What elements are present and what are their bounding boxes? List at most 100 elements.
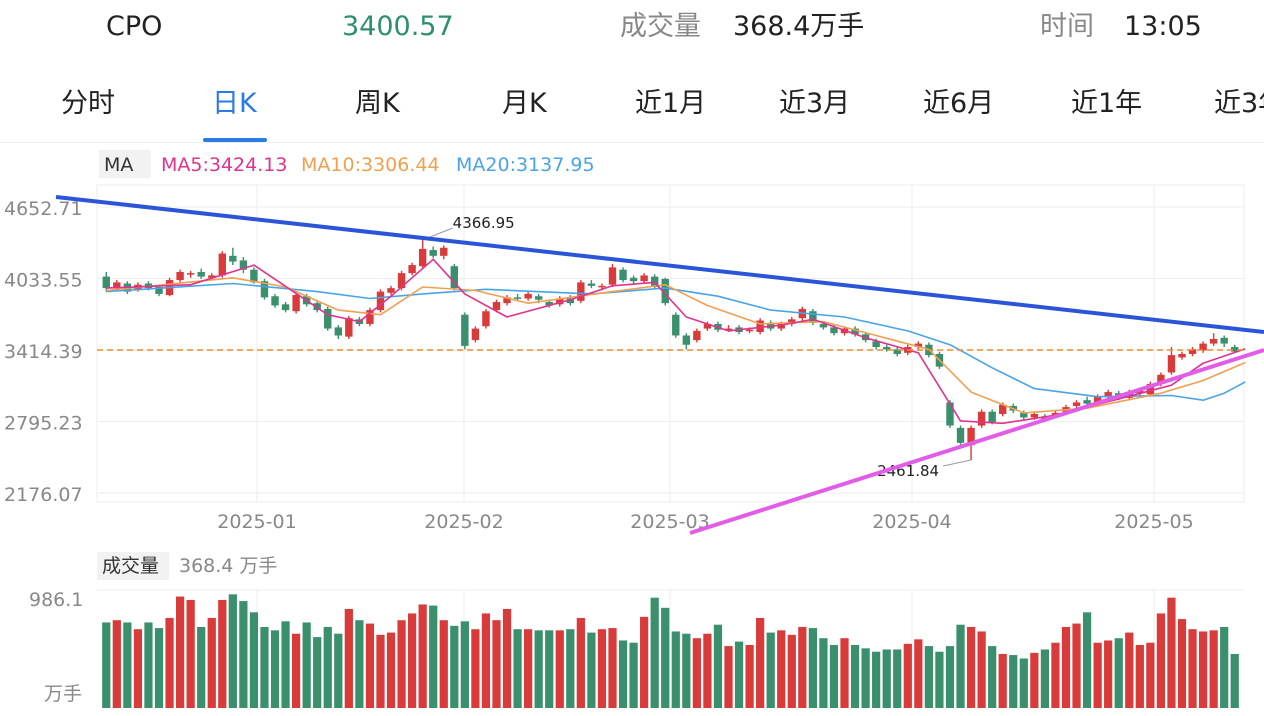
volume-bar: [829, 644, 839, 708]
volume-bar: [988, 646, 997, 708]
tab-3-month[interactable]: 近3月: [779, 88, 851, 119]
volume-bar: [566, 629, 575, 708]
candle-body: [977, 411, 986, 426]
volume-bar: [471, 629, 480, 708]
candle-body: [661, 278, 669, 304]
volume-bar: [629, 642, 638, 708]
volume-bar: [587, 632, 596, 708]
volume-bar: [249, 612, 259, 708]
volume-bar: [798, 626, 807, 708]
volume-bar: [197, 626, 206, 708]
candle-body: [461, 314, 469, 346]
candle-body: [556, 298, 564, 305]
tab-intraday[interactable]: 分时: [61, 88, 115, 119]
candle-body: [788, 319, 796, 324]
candle-body: [1020, 412, 1028, 418]
candle-body: [102, 276, 110, 289]
volume-bar: [175, 596, 185, 708]
volume-bar: [850, 644, 860, 708]
tab-6-month[interactable]: 近6月: [923, 88, 995, 119]
volume-bar: [302, 622, 311, 708]
volume-bar: [418, 604, 427, 708]
candle-body: [186, 273, 195, 275]
x-tick-label: 2025-04: [872, 511, 951, 533]
candle-body: [577, 282, 585, 301]
ma20-line: [106, 282, 1246, 401]
volume-bar: [1114, 638, 1123, 708]
volume-bar: [640, 616, 649, 708]
candle-body: [250, 269, 258, 283]
volume-bar: [882, 649, 891, 708]
candle-body: [1072, 402, 1081, 406]
candle-body: [503, 297, 511, 304]
volume-bar: [650, 597, 659, 708]
volume-bar: [386, 632, 396, 708]
candle-body: [693, 330, 701, 341]
candle-body: [1220, 337, 1228, 344]
volume-panel-value: 368.4 万手: [179, 555, 277, 577]
volume-bar: [1030, 652, 1039, 708]
tab-3-year[interactable]: 近3年: [1214, 88, 1264, 119]
candle-body: [281, 304, 290, 311]
candle-body: [513, 297, 522, 299]
candle-body: [893, 349, 901, 354]
active-tab-indicator: [203, 138, 267, 142]
volume-bar: [766, 632, 775, 708]
candle-body: [387, 288, 395, 293]
volume-bar: [1177, 619, 1187, 708]
volume-bar: [1156, 613, 1166, 708]
volume-bar: [513, 629, 522, 708]
candle-body: [872, 341, 880, 348]
ma-tag: MA: [104, 154, 133, 176]
candle-body: [1093, 396, 1102, 404]
volume-bar: [313, 637, 322, 708]
candle-body: [1136, 390, 1144, 394]
volume-bar: [1019, 658, 1028, 708]
candle-body: [418, 248, 427, 267]
candle-body: [1231, 347, 1239, 352]
candle-body: [1051, 412, 1060, 416]
volume-bar: [291, 633, 301, 708]
period-tabs: 分时 日K 周K 月K 近1月 近3月 近6月 近1年 近3年: [0, 70, 1264, 143]
volume-bar: [777, 630, 786, 708]
volume-bar: [1104, 640, 1113, 708]
volume-bar: [534, 630, 543, 708]
candle-body: [946, 402, 954, 426]
candle-body: [324, 308, 332, 329]
volume-bar: [281, 621, 290, 708]
volume-bar: [154, 628, 164, 708]
volume-bar: [439, 620, 448, 708]
tab-1-year[interactable]: 近1年: [1071, 88, 1143, 119]
candle-body: [376, 291, 385, 311]
candle-body: [292, 295, 300, 312]
candle-body: [745, 329, 754, 332]
volume-bar: [1167, 597, 1176, 708]
x-tick-label: 2025-05: [1114, 511, 1193, 533]
tab-monthly-k[interactable]: 月K: [502, 88, 547, 119]
volume-bar: [787, 634, 796, 708]
volume-bar: [397, 620, 406, 708]
symbol-name: CPO: [106, 11, 163, 42]
candle-body: [440, 247, 448, 256]
candle-body: [345, 318, 353, 337]
volume-bar: [1125, 632, 1134, 708]
y-tick-label: 3414.39: [4, 341, 83, 363]
volume-bar: [334, 633, 343, 708]
volume-bar: [1082, 612, 1092, 708]
candle-body: [724, 328, 733, 331]
candle-body: [1209, 338, 1218, 344]
last-price: 3400.57: [342, 11, 454, 42]
candle-body: [471, 328, 480, 341]
volume-bar: [555, 630, 564, 708]
volume-bar: [977, 631, 986, 708]
tab-daily-k[interactable]: 日K: [212, 88, 257, 119]
volume-bar: [703, 633, 712, 708]
candle-body: [640, 275, 648, 282]
candle-body: [682, 335, 691, 345]
candle-body: [482, 311, 490, 327]
tab-weekly-k[interactable]: 周K: [355, 88, 400, 119]
volume-bar: [239, 601, 248, 708]
tab-1-month[interactable]: 近1月: [635, 88, 707, 119]
candle-body: [598, 285, 606, 288]
